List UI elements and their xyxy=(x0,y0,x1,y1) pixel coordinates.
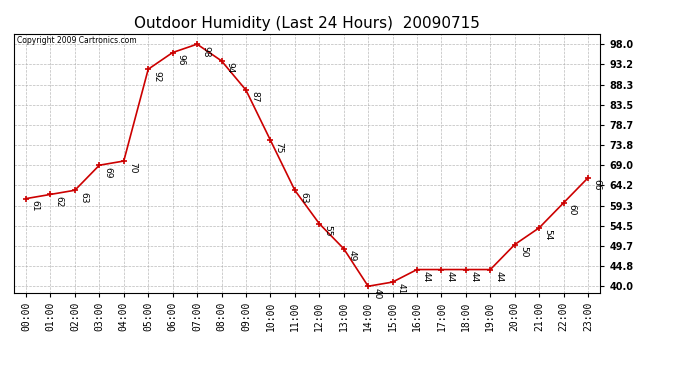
Text: 96: 96 xyxy=(177,54,186,65)
Title: Outdoor Humidity (Last 24 Hours)  20090715: Outdoor Humidity (Last 24 Hours) 2009071… xyxy=(134,16,480,31)
Text: 75: 75 xyxy=(275,141,284,153)
Text: 69: 69 xyxy=(104,166,112,178)
Text: 94: 94 xyxy=(226,62,235,74)
Text: 44: 44 xyxy=(446,271,455,282)
Text: 87: 87 xyxy=(250,92,259,103)
Text: 44: 44 xyxy=(421,271,430,282)
Text: 60: 60 xyxy=(568,204,577,216)
Text: 98: 98 xyxy=(201,46,210,57)
Text: 92: 92 xyxy=(152,70,161,82)
Text: 55: 55 xyxy=(324,225,333,237)
Text: 61: 61 xyxy=(30,200,39,211)
Text: 50: 50 xyxy=(519,246,528,257)
Text: 40: 40 xyxy=(373,288,382,299)
Text: 66: 66 xyxy=(592,179,601,190)
Text: 63: 63 xyxy=(299,192,308,203)
Text: 41: 41 xyxy=(397,284,406,295)
Text: Copyright 2009 Cartronics.com: Copyright 2009 Cartronics.com xyxy=(17,36,137,45)
Text: 44: 44 xyxy=(495,271,504,282)
Text: 54: 54 xyxy=(543,229,553,241)
Text: 62: 62 xyxy=(55,196,63,207)
Text: 44: 44 xyxy=(470,271,479,282)
Text: 70: 70 xyxy=(128,162,137,174)
Text: 63: 63 xyxy=(79,192,88,203)
Text: 49: 49 xyxy=(348,250,357,261)
